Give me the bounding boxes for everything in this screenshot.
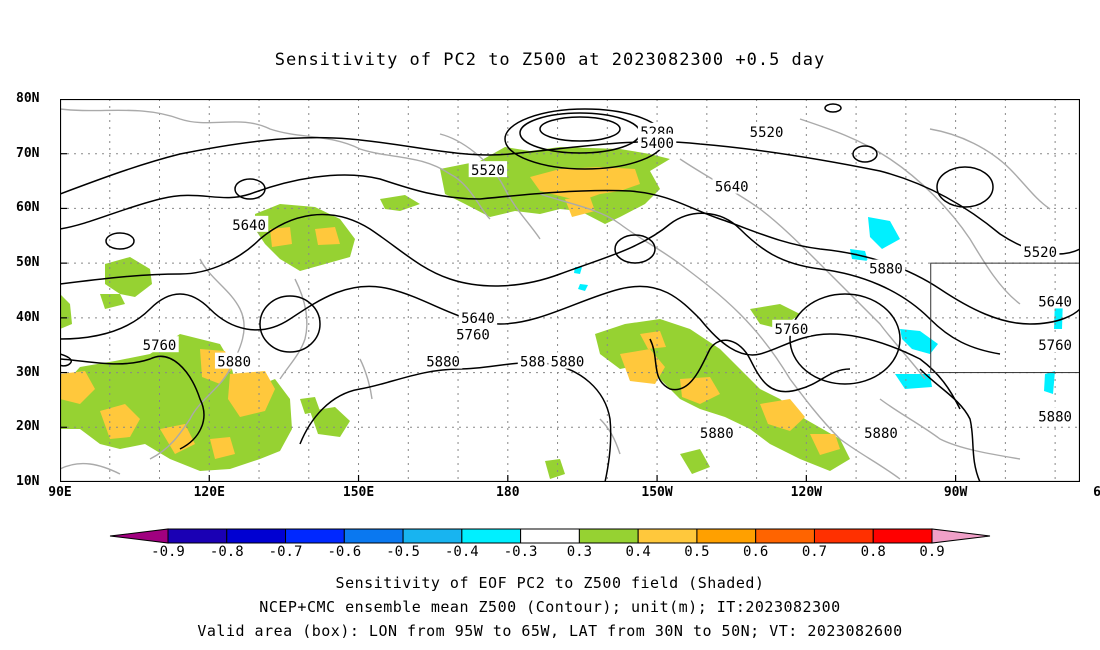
contour-label-bg xyxy=(1035,407,1075,424)
coastlines xyxy=(59,108,1051,480)
contour-label-bg xyxy=(423,352,463,369)
map-canvas: 5280540055205520564056405520564058805640… xyxy=(59,98,1081,483)
x-tick-label: 120E xyxy=(193,485,225,500)
x-tick-label: 60W xyxy=(1093,485,1100,500)
colorbar-arrow-right xyxy=(931,528,991,544)
footer-line-1: Sensitivity of EOF PC2 to Z500 field (Sh… xyxy=(335,574,765,592)
colorbar-label: -0.7 xyxy=(269,544,303,560)
colorbar-label: -0.4 xyxy=(445,544,479,560)
colorbar-label: 0.7 xyxy=(802,544,827,560)
colorbar-segment xyxy=(402,528,463,544)
colorbar-label: 0.9 xyxy=(919,544,944,560)
colorbar-label: 0.8 xyxy=(861,544,886,560)
contour-label-bg xyxy=(861,423,901,440)
contour-label-bg xyxy=(548,352,587,369)
contour-label: 588 xyxy=(520,355,545,371)
colorbar-segment xyxy=(637,528,698,544)
colorbar-segment xyxy=(813,528,874,544)
contour-label-bg xyxy=(697,423,736,440)
contour-label: 5880 xyxy=(217,355,251,371)
contour-label: 5520 xyxy=(471,163,505,179)
colorbar-label: -0.8 xyxy=(210,544,244,560)
z500-contours xyxy=(59,103,1081,483)
y-tick-label: 50N xyxy=(16,255,40,271)
axis-ticks xyxy=(59,98,957,483)
map-gridlines xyxy=(59,99,1080,482)
colorbar-segment xyxy=(343,528,404,544)
x-tick-label: 120W xyxy=(790,485,822,500)
colorbar-label: -0.3 xyxy=(504,544,538,560)
y-tick-label: 20N xyxy=(16,419,40,435)
contour-label-bg xyxy=(517,352,548,369)
colorbar-segment xyxy=(872,528,933,544)
contour-label-bg xyxy=(1035,292,1075,309)
colorbar-label: -0.6 xyxy=(327,544,361,560)
y-tick-label: 60N xyxy=(16,200,40,216)
x-tick-label: 90E xyxy=(48,485,72,500)
x-tick-label: 90W xyxy=(943,485,968,500)
contour-label: 5640 xyxy=(1038,294,1072,310)
contour-label-bg xyxy=(1020,243,1060,260)
map-title: Sensitivity of PC2 to Z500 at 2023082300… xyxy=(274,50,826,70)
x-tick-label: 180 xyxy=(496,485,520,500)
contour-label-bg xyxy=(866,259,906,276)
contour-label: 5520 xyxy=(750,125,784,141)
x-tick-label: 150W xyxy=(641,485,673,500)
colorbar-arrow-left xyxy=(109,528,169,544)
footer-line-3: Valid area (box): LON from 95W to 65W, L… xyxy=(197,622,903,640)
footer-line-2: NCEP+CMC ensemble mean Z500 (Contour); u… xyxy=(259,598,841,616)
contour-label-bg xyxy=(458,308,498,325)
colorbar-segment xyxy=(520,528,580,544)
contour-labels: 5280540055205520564056405520564058805640… xyxy=(140,122,1075,442)
colorbar-segment xyxy=(755,528,815,544)
colorbar-label: 0.3 xyxy=(567,544,592,560)
contour-label-bg xyxy=(468,161,508,178)
colorbar-label: -0.5 xyxy=(386,544,420,560)
map-panel: 5280 5400 5520 5520 5640 5640 5520 5640 5880 5640… xyxy=(59,98,1081,483)
colorbar-segment xyxy=(167,528,228,544)
y-tick-label: 30N xyxy=(16,364,40,380)
colorbar-label: 0.6 xyxy=(743,544,768,560)
y-tick-label: 70N xyxy=(16,145,40,161)
colorbar-label: 0.5 xyxy=(684,544,709,560)
colorbar-segment xyxy=(696,528,757,544)
colorbar-segment xyxy=(461,528,522,544)
contour-label-bg xyxy=(772,319,811,336)
contour-label: 5880 xyxy=(1038,409,1072,425)
contour-label: 5880 xyxy=(869,262,903,278)
y-tick-label: 80N xyxy=(16,91,40,106)
contour-label: 5640 xyxy=(715,180,749,196)
contour-label: 5880 xyxy=(700,426,734,442)
contour-label: 5880 xyxy=(426,355,460,371)
contour-label-bg xyxy=(637,133,677,150)
map-border xyxy=(59,98,1081,483)
contour-label: 5880 xyxy=(864,426,898,442)
contour-label-bg xyxy=(1035,336,1075,353)
y-tick-label: 40N xyxy=(16,309,40,325)
colorbar-segment xyxy=(226,528,287,544)
colorbar-label: -0.9 xyxy=(151,544,185,560)
contour-label: 5640 xyxy=(461,311,495,327)
contour-label: 5400 xyxy=(640,136,674,152)
colorbar-label: 0.4 xyxy=(626,544,651,560)
contour-label: 5520 xyxy=(1023,245,1057,261)
contour-label: 5880 xyxy=(551,355,585,371)
contour-label: 5640 xyxy=(232,218,266,234)
y-tick-label: 10N xyxy=(16,474,40,489)
contour-label-bg xyxy=(747,122,786,139)
contour-label-bg xyxy=(453,325,493,342)
contour-label-bg xyxy=(140,336,179,353)
contour-label-bg xyxy=(712,177,751,194)
colorbar-segment xyxy=(578,528,639,544)
contour-label-bg xyxy=(214,352,254,369)
contour-label: 5760 xyxy=(1038,338,1072,354)
contour-label: 5760 xyxy=(143,338,177,354)
contour-label: 5760 xyxy=(456,327,490,343)
colorbar-segment xyxy=(285,528,345,544)
contour-label-bg xyxy=(229,215,269,232)
x-tick-label: 150E xyxy=(342,485,375,500)
contour-label: 5760 xyxy=(775,322,809,338)
